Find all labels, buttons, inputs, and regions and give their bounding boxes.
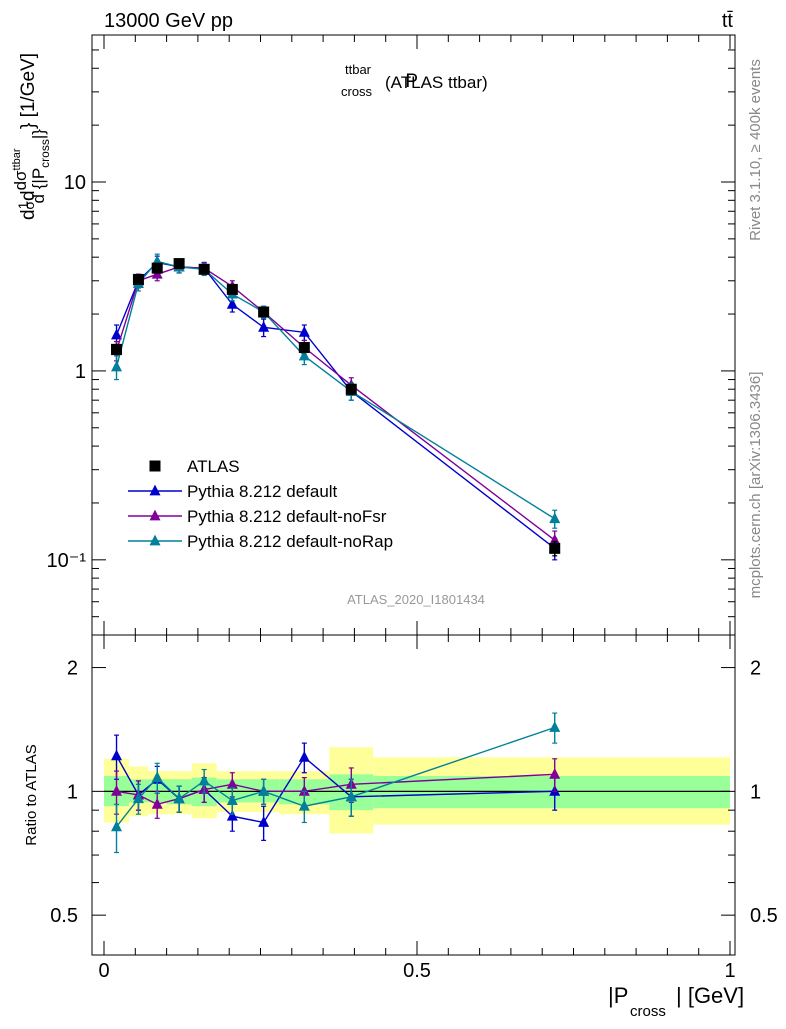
site-label: mcplots.cern.ch [arXiv:1306.3436] [747, 372, 764, 599]
x-axis-title: |P cross | [GeV] [608, 983, 744, 1020]
data-point [258, 321, 270, 332]
data-point [226, 298, 238, 309]
main-title-sub: cross [341, 84, 373, 99]
data-point [198, 774, 210, 786]
data-point [226, 794, 238, 805]
y-tick-label: 10 [64, 172, 86, 194]
data-point [132, 273, 144, 285]
ratio-axes: 0.5 0.5 1 1 2 2 0 0.5 1 [50, 635, 778, 982]
ratio-series [111, 712, 561, 854]
data-point [198, 263, 210, 275]
legend-label: Pythia 8.212 default-noRap [187, 532, 393, 551]
data-point [549, 512, 561, 524]
y-tick-label-right: 2 [750, 658, 761, 680]
series-line [115, 266, 556, 541]
x-tick-label: 0.5 [403, 960, 431, 982]
data-point [258, 816, 270, 827]
x-title-main: |P [608, 983, 628, 1008]
ratio-series-2 [111, 712, 561, 854]
main-panel: 10⁻¹ 1 10 [47, 34, 736, 636]
x-title-suffix: | [GeV] [676, 983, 744, 1008]
data-point [132, 792, 144, 804]
main-title-sup: ttbar [345, 62, 372, 77]
data-point [111, 328, 123, 340]
y-tick-label: 10⁻¹ [47, 550, 87, 572]
analysis-tag: ATLAS_2020_I1801434 [347, 592, 485, 607]
data-point [345, 383, 357, 395]
data-point [549, 542, 561, 554]
data-point [151, 262, 163, 274]
x-tick-label: 0 [98, 960, 109, 982]
data-point [298, 785, 310, 796]
main-axes: 10⁻¹ 1 10 [47, 34, 735, 636]
x-tick-label: 1 [724, 960, 735, 982]
data-point [226, 809, 238, 821]
data-point [111, 749, 123, 761]
data-point [111, 785, 123, 796]
data-point [549, 768, 561, 779]
data-point [298, 750, 310, 762]
ratio-y-title: Ratio to ATLAS [23, 744, 40, 845]
data-point [549, 721, 561, 732]
data-point [111, 360, 123, 372]
data-point [345, 790, 357, 802]
legend-label: ATLAS [187, 457, 240, 476]
version-label: Rivet 3.1.10, ≥ 400k events [747, 59, 764, 241]
data-point [173, 258, 185, 270]
ratio-panel: 0.5 0.5 1 1 2 2 0 0.5 1 [50, 634, 778, 982]
process-label: tt̄ [722, 10, 734, 32]
legend-label: Pythia 8.212 default-noFsr [187, 507, 387, 526]
main-title-suffix: (ATLAS ttbar) [385, 73, 488, 92]
data-point [151, 797, 163, 809]
energy-label: 13000 GeV pp [104, 10, 233, 32]
main-y-title: d1σddσttbard {|Pcross|}} [1/GeV] [11, 53, 52, 220]
data-point [149, 460, 161, 472]
main-y-title-text: d1σddσttbard {|Pcross|}} [1/GeV] [11, 53, 52, 220]
series-line [115, 726, 555, 828]
y-tick-label-right: 1 [750, 781, 761, 803]
y-tick-label: 1 [75, 361, 86, 383]
data-point [226, 283, 238, 295]
y-tick-label-right: 0.5 [750, 905, 778, 927]
ratio-frame [91, 634, 736, 956]
data-point [549, 533, 561, 545]
data-point [226, 778, 238, 789]
series-line [115, 260, 556, 520]
data-point [298, 326, 310, 337]
y-tick-label: 1 [67, 781, 78, 803]
data-point [298, 349, 310, 361]
data-point [149, 509, 161, 521]
main-title: P [405, 71, 418, 92]
data-point [298, 799, 310, 811]
data-point [151, 771, 163, 783]
data-point [258, 785, 270, 796]
series-0 [111, 258, 561, 557]
data-point [298, 342, 310, 354]
data-point [111, 343, 123, 355]
x-title-sub: cross [630, 1003, 666, 1020]
data-point [173, 792, 185, 804]
legend: ATLAS Pythia 8.212 default Pythia 8.212 de… [128, 457, 393, 551]
data-point [258, 306, 270, 318]
data-point [149, 484, 161, 496]
y-tick-label: 0.5 [50, 905, 78, 927]
series-line [116, 773, 555, 806]
y-tick-label: 2 [67, 658, 78, 680]
data-point [149, 534, 161, 546]
data-point [111, 820, 123, 832]
legend-label: Pythia 8.212 default [187, 482, 338, 501]
main-series [111, 253, 561, 561]
